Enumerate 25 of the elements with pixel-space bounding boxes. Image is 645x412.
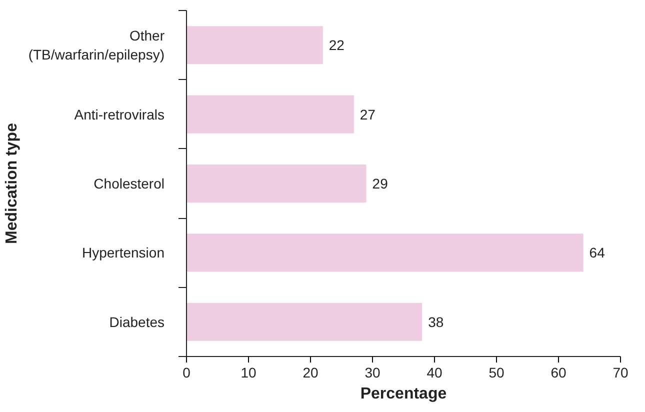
bar xyxy=(186,234,584,272)
data-label: 22 xyxy=(328,37,345,54)
data-label: 27 xyxy=(360,106,376,122)
bar xyxy=(186,164,366,203)
x-axis-title: Percentage xyxy=(360,386,447,402)
x-tick-label: 0 xyxy=(182,364,191,380)
x-tick-label: 10 xyxy=(240,364,256,380)
y-tick-label: Cholesterol xyxy=(94,176,165,192)
x-tick-label: 60 xyxy=(550,364,566,380)
y-tick-label: Diabetes xyxy=(109,314,165,330)
y-tick-label: Anti-retrovirals xyxy=(74,106,165,122)
x-tick-label: 30 xyxy=(364,364,380,380)
bar xyxy=(186,302,422,341)
y-tick-label: Other (TB/warfarin/epilepsy) xyxy=(28,28,165,63)
x-tick-label: 50 xyxy=(488,364,504,380)
bar xyxy=(186,26,323,64)
x-tick-label: 20 xyxy=(302,364,318,380)
data-label: 38 xyxy=(428,314,444,330)
x-tick-label: 40 xyxy=(426,364,442,380)
y-axis-title: Medication type xyxy=(3,122,20,244)
x-tick-label: 70 xyxy=(612,364,628,380)
data-label: 64 xyxy=(589,244,606,261)
data-label: 29 xyxy=(372,176,388,192)
bar xyxy=(186,95,354,134)
y-tick-label: Hypertension xyxy=(82,244,165,261)
